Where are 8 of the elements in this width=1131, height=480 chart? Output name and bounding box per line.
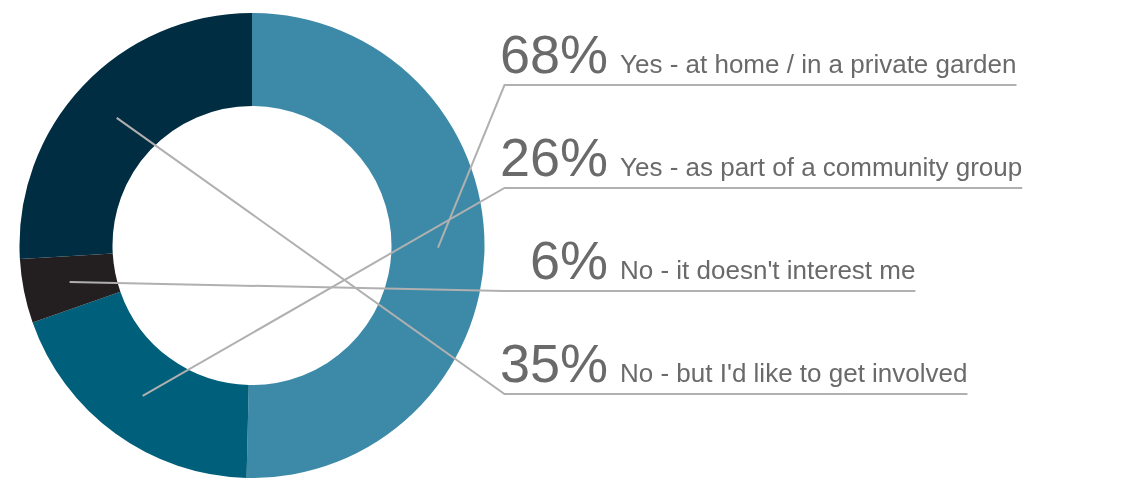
data-label: 6% xyxy=(529,230,608,290)
slice-label: No - but I'd like to get involved xyxy=(620,358,968,388)
slice-label: No - it doesn't interest me xyxy=(620,255,916,285)
slice-label: Yes - at home / in a private garden xyxy=(620,49,1017,79)
data-label: 35% xyxy=(499,333,608,393)
slice-label: Yes - as part of a community group xyxy=(620,152,1023,182)
data-label: 26% xyxy=(499,127,608,187)
data-label: 68% xyxy=(499,24,608,84)
